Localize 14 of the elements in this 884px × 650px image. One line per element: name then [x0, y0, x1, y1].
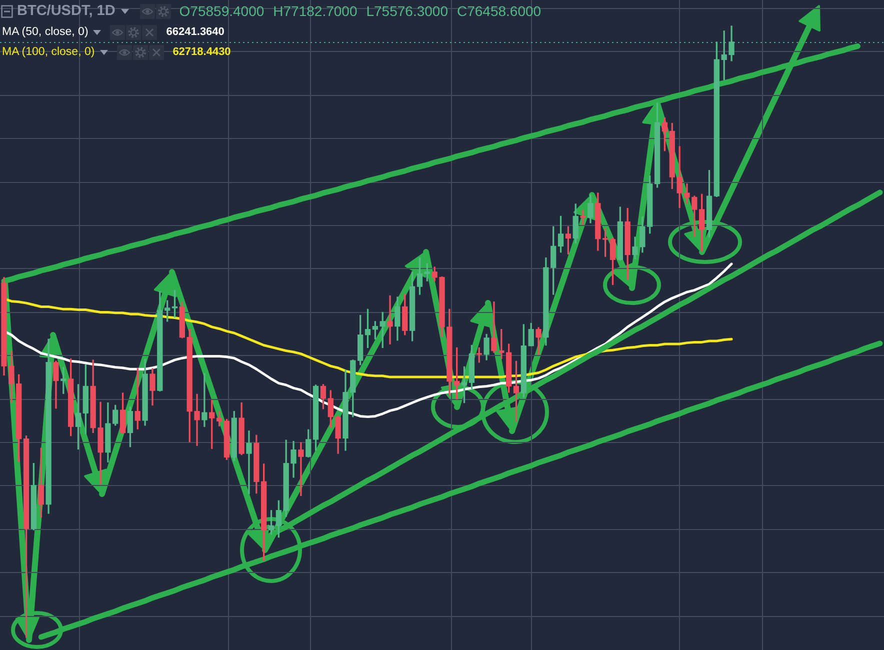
candlestick [246, 430, 252, 494]
candlestick [580, 210, 586, 226]
text: C76458.6000 [457, 2, 542, 20]
annotation: 62718.4430 [172, 45, 231, 60]
text: MA (50, close, 0) [2, 25, 88, 40]
candlestick [387, 295, 393, 344]
text: O75859.4000 [179, 2, 264, 20]
text: MA (100, close, 0) [2, 45, 95, 60]
text: L75576.3000 [366, 2, 448, 20]
annotation: 66241.3640 [166, 25, 224, 40]
candlestick [298, 442, 304, 496]
text: H77182.7000 [273, 2, 358, 20]
chart-title: BTC/USDT, 1D [17, 2, 116, 20]
candlestick [202, 373, 208, 427]
